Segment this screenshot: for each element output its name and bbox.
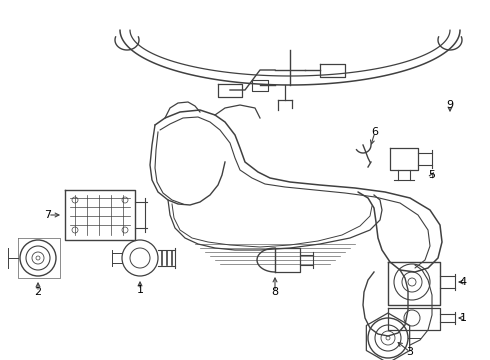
- Text: 4: 4: [460, 277, 466, 287]
- Text: 6: 6: [371, 127, 378, 137]
- Text: 2: 2: [34, 287, 42, 297]
- Text: 1: 1: [460, 313, 466, 323]
- Text: 9: 9: [446, 100, 454, 110]
- Text: 7: 7: [45, 210, 51, 220]
- Text: 5: 5: [428, 170, 436, 180]
- Text: 1: 1: [137, 285, 144, 295]
- Text: 8: 8: [271, 287, 278, 297]
- Text: 3: 3: [407, 347, 414, 357]
